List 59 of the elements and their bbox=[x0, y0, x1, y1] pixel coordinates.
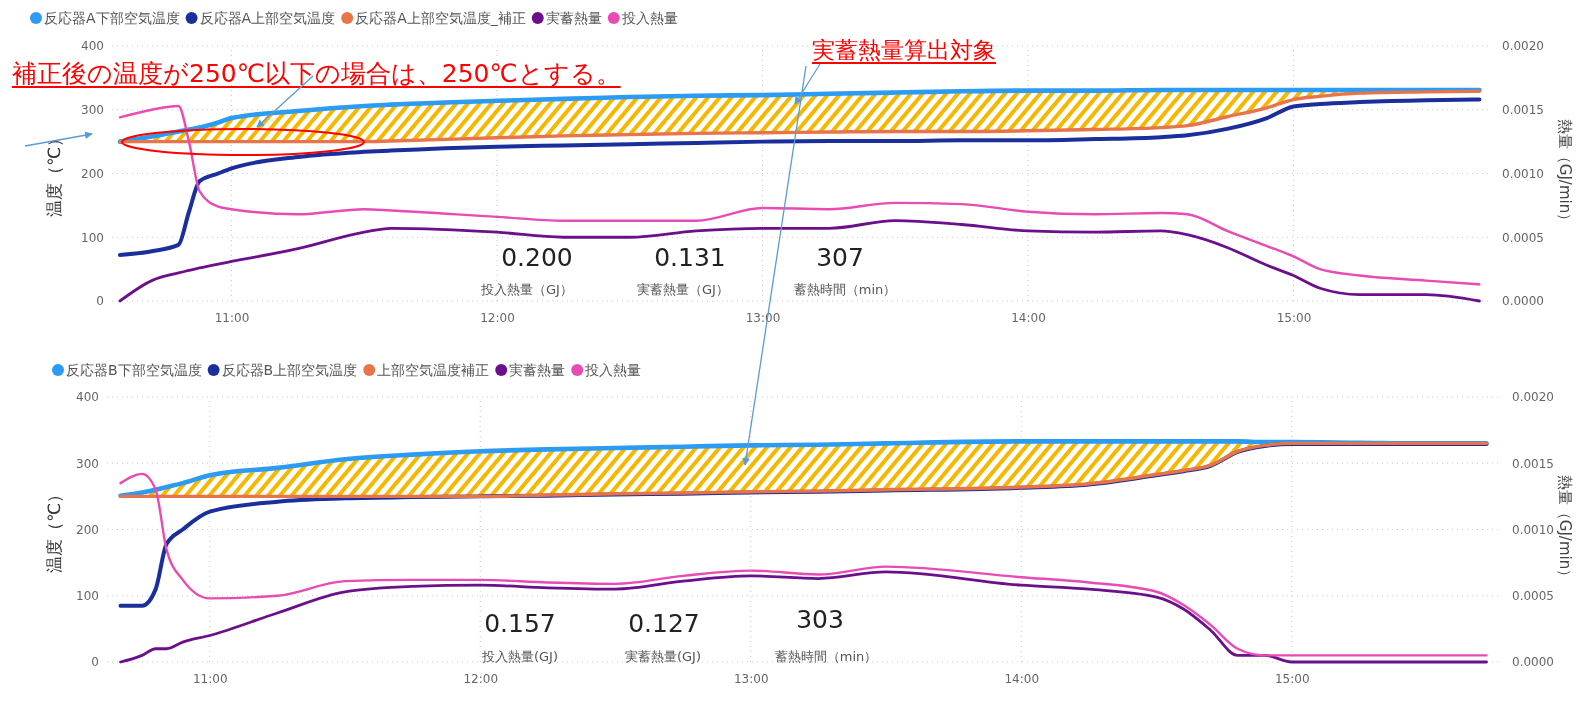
x-tick-label: 11:00 bbox=[192, 671, 228, 686]
legend-label: 上部空気温度補正 bbox=[377, 362, 490, 378]
y-tick-label: 200 bbox=[76, 522, 99, 537]
x-tick-label: 14:00 bbox=[1011, 310, 1046, 325]
legend-label: 実蓄熱量 bbox=[545, 10, 602, 26]
x-tick-label: 15:00 bbox=[1276, 310, 1312, 325]
legend-label: 反応器A上部空気温度_補正 bbox=[355, 10, 526, 26]
annotation: 実蓄熱量算出対象 bbox=[812, 37, 996, 63]
y2-tick-label: 0.0000 bbox=[1502, 294, 1544, 309]
annotation: 0.157 bbox=[484, 609, 556, 638]
annotation: 0.131 bbox=[654, 243, 726, 272]
y-tick-label: 100 bbox=[76, 589, 99, 604]
annotation: 実蓄熱量(GJ) bbox=[624, 649, 702, 664]
annotation: 蓄熱時間（min） bbox=[774, 649, 878, 664]
y2-axis-title: 熱量（GJ/min） bbox=[1556, 118, 1574, 229]
legend-label: 実蓄熱量 bbox=[509, 362, 566, 378]
annotation: 0.127 bbox=[628, 609, 700, 638]
y2-tick-label: 0.0015 bbox=[1502, 103, 1544, 118]
y2-tick-label: 0.0005 bbox=[1502, 230, 1544, 245]
y2-tick-label: 0.0020 bbox=[1512, 390, 1554, 405]
x-tick-label: 12:00 bbox=[463, 671, 499, 686]
annotation: 蓄熱時間（min） bbox=[793, 282, 897, 297]
annotation: 補正後の温度が250℃以下の場合は、250℃とする。 bbox=[12, 59, 621, 88]
annotation: 実蓄熱量（GJ） bbox=[637, 282, 729, 297]
x-tick-label: 12:00 bbox=[480, 310, 515, 325]
legend-label: 投入熱量 bbox=[620, 10, 678, 26]
legend-label: 投入熱量 bbox=[584, 362, 642, 378]
y-axis-title: 温度（℃） bbox=[44, 129, 64, 218]
y2-axis-title: 熱量（GJ/min） bbox=[1556, 474, 1574, 585]
x-tick-label: 15:00 bbox=[1274, 671, 1310, 686]
y-axis-title: 温度（℃） bbox=[44, 485, 64, 574]
annotation: 303 bbox=[796, 605, 844, 634]
y-tick-label: 300 bbox=[76, 456, 99, 471]
x-tick-label: 13:00 bbox=[733, 671, 769, 686]
legend-label: 反応器A下部空気温度 bbox=[44, 10, 180, 26]
annotation: 0.200 bbox=[501, 243, 573, 272]
legend-label: 反応器B下部空気温度 bbox=[66, 362, 202, 378]
y2-tick-label: 0.0015 bbox=[1512, 456, 1554, 471]
y-tick-label: 400 bbox=[76, 390, 99, 405]
y2-tick-label: 0.0010 bbox=[1502, 166, 1544, 181]
y2-tick-label: 0.0020 bbox=[1502, 39, 1544, 54]
annotation: 307 bbox=[816, 243, 864, 272]
annotation: 投入熱量(GJ) bbox=[480, 649, 559, 664]
legend-label: 反応器A上部空気温度 bbox=[199, 10, 336, 26]
line-series bbox=[118, 219, 1481, 303]
y-tick-label: 100 bbox=[81, 230, 104, 245]
legend-label: 反応器B上部空気温度 bbox=[221, 362, 358, 378]
y2-tick-label: 0.0010 bbox=[1512, 522, 1554, 537]
x-tick-label: 14:00 bbox=[1004, 671, 1040, 686]
y-tick-label: 0 bbox=[96, 294, 104, 309]
y-tick-label: 200 bbox=[81, 166, 104, 181]
y-tick-label: 400 bbox=[81, 39, 104, 54]
y2-tick-label: 0.0000 bbox=[1512, 655, 1554, 670]
x-tick-label: 11:00 bbox=[214, 310, 250, 325]
annotation: 投入熱量（GJ） bbox=[480, 282, 573, 297]
y-tick-label: 300 bbox=[81, 103, 104, 118]
y2-tick-label: 0.0005 bbox=[1512, 589, 1554, 604]
y-tick-label: 0 bbox=[91, 655, 99, 670]
line-series bbox=[119, 570, 1488, 664]
